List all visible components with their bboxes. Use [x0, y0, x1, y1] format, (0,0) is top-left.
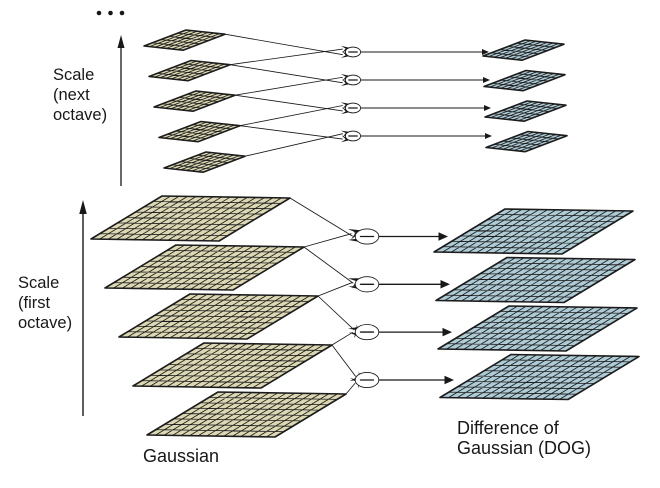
- svg-text:Gaussian (DOG): Gaussian (DOG): [457, 438, 591, 458]
- svg-text:(first: (first: [18, 294, 50, 312]
- svg-text:Gaussian: Gaussian: [143, 446, 219, 466]
- svg-text:Scale: Scale: [18, 274, 59, 292]
- svg-text:octave): octave): [53, 106, 107, 124]
- svg-text:(next: (next: [53, 86, 90, 104]
- svg-text:Scale: Scale: [53, 66, 94, 84]
- svg-text:Difference of: Difference of: [457, 418, 560, 438]
- svg-text:octave): octave): [18, 314, 72, 332]
